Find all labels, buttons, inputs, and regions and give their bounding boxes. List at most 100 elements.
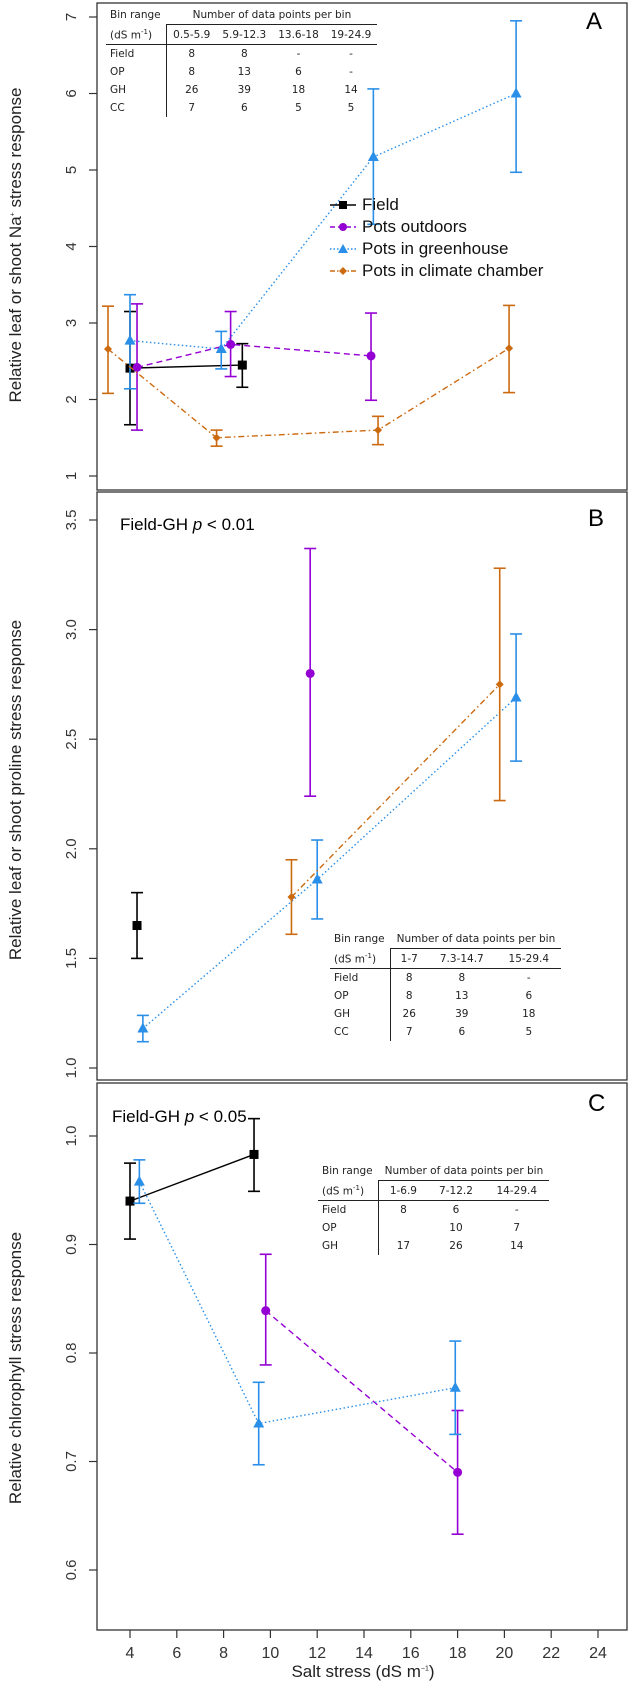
legend-marker-triangle-icon — [330, 244, 356, 253]
y-tick-label: 3 — [63, 319, 80, 327]
table-cell: 14 — [344, 84, 358, 96]
table-cell: 6 — [458, 1026, 466, 1038]
table-row: CC 7 6 5 — [330, 1023, 561, 1041]
point-cc — [287, 893, 296, 902]
row-label: GH — [106, 81, 168, 99]
point-field — [237, 360, 247, 370]
table-cell: 8 — [240, 48, 248, 60]
y-axis-label-b: Relative leaf or shoot proline stress re… — [6, 619, 25, 961]
bin-range-label: Bin range — [334, 933, 385, 946]
table-row: OP 10 7 — [318, 1219, 549, 1237]
table-cell: - — [296, 48, 301, 60]
x-tick-label: 14 — [355, 1645, 373, 1662]
point-op — [226, 339, 236, 349]
panel-letter-c: C — [588, 1090, 606, 1117]
table-cell: 6 — [525, 990, 533, 1002]
y-tick-label: 6 — [63, 89, 80, 97]
panel-letter-a: A — [586, 8, 603, 35]
y-tick-label: 2.5 — [63, 729, 80, 750]
point-gh — [510, 87, 522, 98]
y-tick-label: 0.9 — [63, 1234, 80, 1255]
series-line-cc — [290, 683, 501, 898]
bin-header: 13.6-18 — [272, 24, 325, 45]
table-row: OP 8 13 6 — [330, 987, 561, 1005]
series-line-cc — [107, 347, 510, 439]
table-cell: 5 — [347, 102, 355, 114]
y-tick-label: 1.5 — [63, 948, 80, 969]
bin-range-label: Bin range — [110, 9, 161, 22]
point-cc — [104, 345, 113, 354]
table-row: GH 26 39 18 — [330, 1005, 561, 1023]
table-cell: 17 — [396, 1240, 411, 1252]
y-tick-label: 1 — [63, 472, 80, 480]
y-tick-label: 2 — [63, 395, 80, 403]
bin-unit: (dS m-1) — [106, 24, 168, 45]
point-cc — [212, 433, 221, 442]
point-op — [261, 1306, 271, 1316]
y-tick-label: 1.0 — [63, 1058, 80, 1079]
table-cell: 7 — [188, 102, 196, 114]
point-field — [132, 921, 142, 931]
table-title: Number of data points per bin — [384, 1165, 544, 1177]
bin-header: 14-29.4 — [484, 1180, 550, 1201]
panel-frame — [96, 491, 628, 1081]
point-gh — [124, 334, 136, 345]
y-tick-label: 2.0 — [63, 838, 80, 859]
table-cell: 8 — [188, 66, 196, 78]
table-cell: 18 — [291, 84, 306, 96]
table-cell: 26 — [185, 84, 199, 96]
table-cell: 8 — [405, 990, 413, 1002]
series-line-field — [129, 1153, 255, 1202]
series-line-op — [136, 343, 372, 369]
table-row: Field 8 8 - - — [106, 44, 377, 63]
y-axis-label-a: Relative leaf or shoot Na+ stress respon… — [6, 87, 25, 403]
table-cell: 7 — [405, 1026, 413, 1038]
y-tick-label: 3.0 — [63, 619, 80, 640]
point-field — [249, 1149, 259, 1159]
table-cell: 5 — [525, 1026, 533, 1038]
bin-table-c: Bin range Number of data points per bin (d… — [318, 1162, 550, 1255]
y-tick-label: 0.7 — [63, 1451, 80, 1472]
y-tick-label: 1.0 — [63, 1126, 80, 1147]
point-op — [366, 351, 376, 361]
point-field — [125, 1196, 135, 1206]
table-title: Number of data points per bin — [192, 9, 352, 21]
table-cell: 6 — [452, 1204, 460, 1216]
legend: Field Pots outdoors Pots in greenhouse P… — [330, 194, 543, 282]
table-cell: 39 — [237, 84, 251, 96]
point-gh — [311, 873, 323, 884]
row-label: OP — [330, 987, 392, 1005]
table-row: CC 7 6 5 5 — [106, 99, 377, 117]
row-label: GH — [318, 1237, 380, 1255]
legend-item-gh: Pots in greenhouse — [330, 238, 543, 260]
series-line-op — [265, 1310, 459, 1473]
table-cell: - — [349, 66, 353, 78]
bin-header: 15-29.4 — [496, 948, 562, 969]
panel-letter-b: B — [588, 505, 605, 532]
table-title: Number of data points per bin — [396, 933, 556, 945]
bin-header: 19-24.9 — [324, 24, 378, 45]
x-tick-label: 16 — [402, 1645, 420, 1662]
table-row: OP 8 13 6 - — [106, 63, 377, 81]
row-label: GH — [330, 1005, 392, 1023]
table-cell: 8 — [405, 972, 413, 984]
bin-unit: (dS m-1) — [330, 948, 392, 969]
point-op — [305, 668, 315, 678]
legend-item-op: Pots outdoors — [330, 216, 543, 238]
annotation-c: Field-GH p < 0.05 — [112, 1107, 247, 1126]
legend-marker-circle-icon — [330, 223, 356, 231]
bin-header: 1-7 — [390, 948, 428, 969]
point-cc — [374, 426, 383, 435]
point-op — [453, 1467, 463, 1477]
legend-item-field: Field — [330, 194, 543, 216]
legend-label: Pots outdoors — [362, 217, 467, 236]
bin-table-b: Bin range Number of data points per bin (d… — [330, 930, 562, 1041]
x-tick-label: 12 — [308, 1645, 326, 1662]
point-gh — [133, 1175, 145, 1186]
bin-header: 0.5-5.9 — [166, 24, 217, 45]
bin-header: 5.9-12.3 — [216, 24, 273, 45]
x-tick-label: 24 — [589, 1645, 607, 1662]
series-line-field — [129, 364, 243, 369]
table-cell: 26 — [402, 1008, 416, 1020]
legend-item-cc: Pots in climate chamber — [330, 260, 543, 282]
